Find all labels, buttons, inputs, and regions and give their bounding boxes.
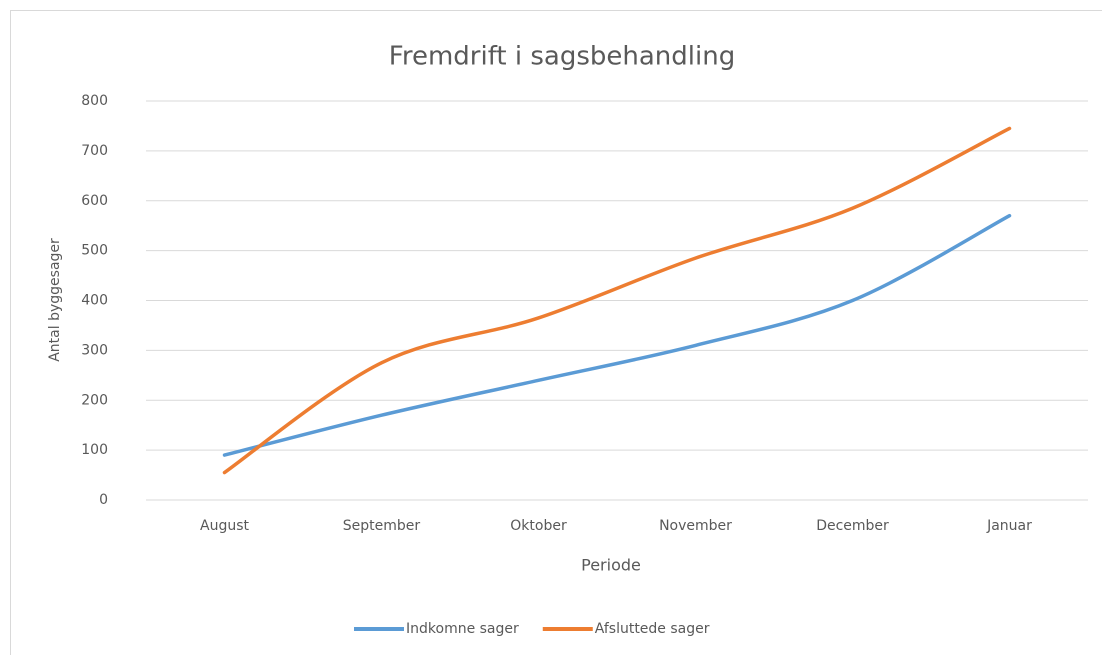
x-tick-label: September — [343, 518, 421, 534]
y-axis-label: Antal byggesager — [47, 238, 63, 362]
chart-title: Fremdrift i sagsbehandling — [389, 42, 735, 72]
line — [222, 213, 1012, 457]
y-tick-label: 100 — [81, 442, 108, 458]
x-tick-label: November — [659, 518, 732, 534]
x-tick-label: Oktober — [510, 518, 567, 534]
y-tick-label: 800 — [81, 93, 108, 109]
y-tick-label: 200 — [81, 392, 108, 408]
y-tick-label: 400 — [81, 293, 108, 309]
x-tick-label: August — [200, 518, 250, 534]
y-tick-label: 500 — [81, 243, 108, 259]
x-axis-label: Periode — [581, 556, 641, 575]
y-tick-label: 600 — [81, 193, 108, 209]
legend-label: Indkomne sager — [406, 621, 519, 637]
line — [222, 126, 1012, 475]
legend-label: Afsluttede sager — [595, 621, 710, 637]
y-tick-label: 700 — [81, 143, 108, 159]
x-tick-label: December — [816, 518, 889, 534]
x-tick-label: Januar — [986, 518, 1032, 534]
y-tick-label: 300 — [81, 342, 108, 358]
y-tick-label: 0 — [99, 492, 108, 508]
chart-border — [10, 10, 1102, 655]
